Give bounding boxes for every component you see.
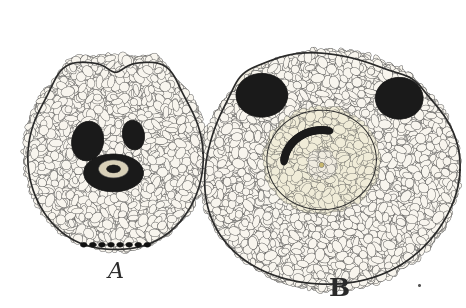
- Polygon shape: [205, 53, 460, 284]
- Ellipse shape: [283, 145, 292, 156]
- Ellipse shape: [287, 139, 296, 149]
- Ellipse shape: [89, 242, 96, 247]
- Ellipse shape: [116, 242, 123, 247]
- Ellipse shape: [289, 136, 299, 146]
- Ellipse shape: [302, 128, 313, 137]
- Ellipse shape: [311, 126, 323, 134]
- Ellipse shape: [303, 128, 315, 136]
- Ellipse shape: [286, 140, 295, 151]
- Ellipse shape: [375, 77, 423, 119]
- Ellipse shape: [322, 127, 334, 135]
- Ellipse shape: [285, 142, 294, 153]
- Ellipse shape: [99, 160, 129, 178]
- Ellipse shape: [292, 134, 302, 144]
- Ellipse shape: [98, 242, 105, 247]
- Ellipse shape: [282, 147, 291, 158]
- Ellipse shape: [236, 73, 288, 117]
- Ellipse shape: [308, 127, 319, 135]
- Ellipse shape: [296, 131, 308, 140]
- Ellipse shape: [280, 154, 288, 165]
- Circle shape: [309, 153, 334, 177]
- Ellipse shape: [313, 126, 325, 134]
- Ellipse shape: [315, 126, 328, 134]
- Ellipse shape: [305, 127, 317, 136]
- Ellipse shape: [72, 121, 104, 161]
- Ellipse shape: [144, 242, 151, 247]
- Ellipse shape: [126, 242, 133, 247]
- Ellipse shape: [80, 242, 87, 247]
- Ellipse shape: [135, 242, 142, 247]
- Polygon shape: [28, 62, 203, 249]
- Ellipse shape: [284, 143, 293, 154]
- Ellipse shape: [320, 126, 331, 134]
- Ellipse shape: [290, 135, 301, 145]
- Ellipse shape: [108, 242, 115, 247]
- Circle shape: [319, 162, 324, 168]
- Ellipse shape: [317, 126, 329, 134]
- Ellipse shape: [281, 152, 289, 164]
- Polygon shape: [267, 110, 377, 210]
- Ellipse shape: [281, 150, 289, 162]
- Ellipse shape: [293, 132, 304, 142]
- Ellipse shape: [309, 127, 321, 135]
- Text: A: A: [108, 261, 123, 283]
- Ellipse shape: [300, 129, 311, 138]
- Ellipse shape: [295, 132, 306, 141]
- Ellipse shape: [107, 165, 121, 173]
- Ellipse shape: [298, 130, 309, 139]
- Ellipse shape: [288, 137, 297, 148]
- Ellipse shape: [123, 120, 144, 150]
- Ellipse shape: [84, 154, 144, 192]
- Text: B: B: [329, 278, 350, 302]
- Ellipse shape: [281, 148, 290, 160]
